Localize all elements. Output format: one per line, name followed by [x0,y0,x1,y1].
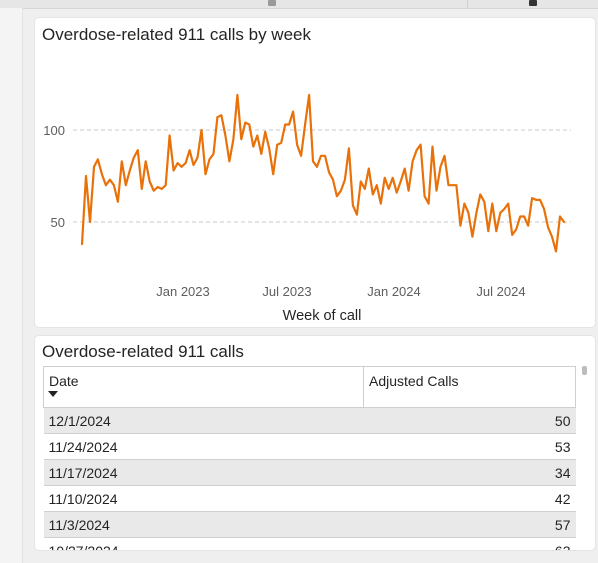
cell-date: 11/10/2024 [43,485,364,512]
browser-tab-strip [0,0,598,9]
x-tick-label: Jan 2024 [367,284,421,299]
x-tick-label: Jan 2023 [156,284,210,299]
cell-date: 10/27/2024 [43,537,364,550]
table-row[interactable]: 11/17/2024 34 [43,459,576,486]
column-header-date-label: Date [49,373,79,389]
table-row[interactable]: 11/24/2024 53 [43,433,576,460]
calls-table: Date Adjusted Calls 12/1/2024 50 11/24/2… [43,366,576,550]
cell-date: 11/3/2024 [43,511,364,538]
tab-icon [268,0,276,6]
table-scrollbar[interactable] [582,366,588,546]
cell-date: 11/17/2024 [43,459,364,486]
tab-separator [467,0,468,8]
column-header-date[interactable]: Date [43,366,364,408]
column-header-adjusted-calls[interactable]: Adjusted Calls [363,366,576,408]
tab-icon [529,0,537,6]
x-axis: Jan 2023 Jul 2023 Jan 2024 Jul 2024 [156,284,525,299]
cell-adjusted-calls: 63 [363,537,576,550]
chart-series [80,93,566,253]
table-visual[interactable]: Overdose-related 911 calls Date Adjusted… [35,336,595,550]
column-header-calls-label: Adjusted Calls [369,373,459,389]
table-row[interactable]: 11/3/2024 57 [43,511,576,538]
y-axis: 50 100 [43,123,65,230]
x-tick-label: Jul 2023 [262,284,311,299]
cell-adjusted-calls: 34 [363,459,576,486]
cell-adjusted-calls: 42 [363,485,576,512]
y-tick-label: 100 [43,123,65,138]
x-axis-title: Week of call [283,308,362,324]
cell-date: 11/24/2024 [43,433,364,460]
series-line[interactable] [80,93,566,253]
x-tick-label: Jul 2024 [476,284,525,299]
y-tick-label: 50 [51,215,65,230]
line-chart-visual[interactable]: Overdose-related 911 calls by week 50 100… [35,18,595,327]
cell-adjusted-calls: 50 [363,407,576,434]
cell-adjusted-calls: 53 [363,433,576,460]
line-chart: 50 100 Jan 2023 Jul 2023 Jan 2024 Jul 2024 W… [43,93,571,324]
chart-title: Overdose-related 911 calls by week [42,25,311,44]
scrollbar-thumb[interactable] [582,366,587,375]
cell-adjusted-calls: 57 [363,511,576,538]
sort-descending-icon[interactable] [48,391,58,397]
table-row[interactable]: 11/10/2024 42 [43,485,576,512]
table-header-row: Date Adjusted Calls [43,366,576,408]
left-panel [0,8,23,563]
table-row[interactable]: 12/1/2024 50 [43,407,576,434]
table-row[interactable]: 10/27/2024 63 [43,537,576,550]
cell-date: 12/1/2024 [43,407,364,434]
table-title: Overdose-related 911 calls [42,342,244,361]
